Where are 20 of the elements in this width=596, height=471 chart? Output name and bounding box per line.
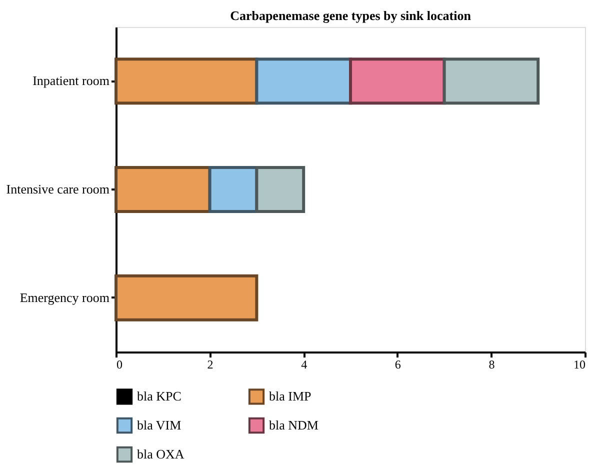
x-tick-label: 2 <box>207 358 214 372</box>
bar <box>442 58 540 105</box>
chart-title: Carbapenemase gene types by sink location <box>230 8 472 23</box>
y-tick-label: Emergency room <box>20 290 110 305</box>
bar <box>114 274 258 322</box>
x-tick-label: 10 <box>574 358 586 372</box>
bar <box>255 166 306 213</box>
legend-label: bla OXA <box>137 446 185 462</box>
bar <box>349 58 446 105</box>
legend-label: bla VIM <box>137 418 182 432</box>
legend-label: bla KPC <box>137 388 182 404</box>
bar <box>255 58 352 105</box>
x-tick-label: 4 <box>301 358 308 372</box>
legend-label: bla NDM <box>269 418 319 432</box>
y-tick-label: Inpatient room <box>32 73 110 88</box>
x-tick-label: 0 <box>116 358 122 372</box>
x-tick-label: 8 <box>488 358 495 372</box>
legend-label: bla IMP <box>269 388 312 404</box>
y-tick-label: Intensive care room <box>6 182 110 196</box>
x-tick-label: 6 <box>394 358 401 372</box>
